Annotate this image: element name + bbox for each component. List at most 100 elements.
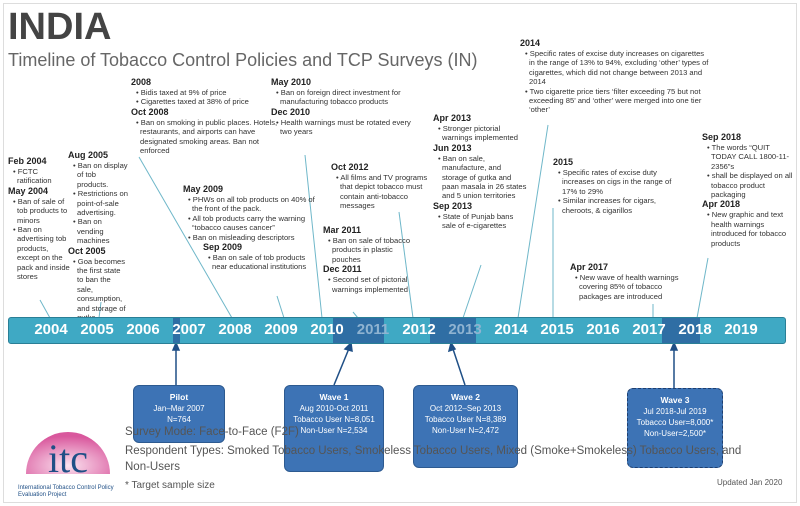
wave-detail: Non-User N=2,472 bbox=[432, 426, 499, 435]
respondent-types: Respondent Types: Smoked Tobacco Users, … bbox=[125, 445, 742, 473]
connector-line bbox=[517, 124, 549, 319]
event-date: Apr 2017 bbox=[570, 262, 609, 272]
event-date: 2008 bbox=[131, 77, 152, 87]
event-date: Apr 2018 bbox=[702, 199, 741, 210]
event-item: Stronger pictorial warnings implemented bbox=[438, 124, 528, 143]
event-item: Ban on advertising tob products, except … bbox=[13, 225, 72, 281]
event: Apr 2013Stronger pictorial warnings impl… bbox=[433, 113, 528, 143]
event-item: Ban of sale of tob products to minors bbox=[13, 197, 72, 225]
event: Apr 2018New graphic and text health warn… bbox=[702, 199, 794, 248]
event-block-2013: Apr 2013Stronger pictorial warnings impl… bbox=[433, 113, 528, 231]
event-item: Two cigarette price tiers ‘filter exceed… bbox=[525, 87, 712, 115]
event: Jun 2013Ban on sale, manufacture, and st… bbox=[433, 143, 528, 201]
event: Oct 2005Goa becomes the first state to b… bbox=[68, 246, 128, 323]
wave-detail: Jul 2018-Jul 2019 bbox=[643, 407, 707, 416]
event-item: Similar increases for cigars, cheroots, … bbox=[558, 196, 673, 215]
event-item: Ban on vending machines bbox=[73, 217, 128, 245]
wave1-box: Wave 1 Aug 2010-Oct 2011 Tobacco User N=… bbox=[284, 385, 384, 472]
event-item: Ban on sale, manufacture, and storage of… bbox=[438, 154, 528, 201]
event-date: Sep 2009 bbox=[203, 242, 243, 253]
logo-text: itc bbox=[48, 436, 88, 481]
wave-name: Pilot bbox=[169, 392, 189, 402]
wave1-arrow bbox=[333, 345, 351, 386]
event-item: Health warnings must be rotated every tw… bbox=[276, 118, 416, 137]
event-date: May 2010 bbox=[271, 77, 312, 87]
timeline-bar: 2004 2005 2006 2007 2008 2009 2010 2011 … bbox=[8, 317, 786, 344]
frame bbox=[3, 3, 797, 503]
pilot-box: Pilot Jan–Mar 2007 N=764 bbox=[133, 385, 225, 443]
event: 2015Specific rates of excise duty increa… bbox=[553, 157, 673, 215]
updated-date: Updated Jan 2020 bbox=[717, 478, 783, 487]
event-block-2004: Feb 2004FCTC ratification May 2004Ban of… bbox=[8, 156, 72, 281]
wave-detail: Non-User=2,500* bbox=[643, 429, 707, 438]
year-label: 2008 bbox=[218, 321, 252, 338]
event: Oct 2008Ban on smoking in public places.… bbox=[131, 107, 281, 156]
event-block-2017: Apr 2017New wave of health warnings cove… bbox=[570, 262, 690, 301]
year-label: 2014 bbox=[494, 321, 528, 338]
event: Sep 2013State of Punjab bans sale of e-c… bbox=[433, 201, 528, 231]
event: Dec 2011Second set of pictorial warnings… bbox=[323, 264, 413, 294]
year-label: 2012 bbox=[402, 321, 436, 338]
event: Mar 2011Ban on sale of tobacco products … bbox=[323, 225, 413, 264]
event: May 2009PHWs on all tob products on 40% … bbox=[183, 184, 318, 242]
event-date: Oct 2008 bbox=[131, 106, 169, 117]
connector-line bbox=[398, 211, 414, 319]
event-item: Ban on smoking in public places. Hotels,… bbox=[136, 118, 281, 156]
event-block-2008: 2008Bidis taxed at 9% of priceCigarettes… bbox=[131, 77, 281, 155]
event-date: Sep 2013 bbox=[433, 200, 473, 211]
event: Aug 2005Ban on display of tob products.R… bbox=[68, 150, 128, 246]
event-item: Cigarettes taxed at 38% of price bbox=[136, 97, 281, 106]
connector-line bbox=[138, 156, 233, 319]
event-item: Ban on foreign direct investment for man… bbox=[276, 88, 416, 107]
wave3-box: Wave 3 Jul 2018-Jul 2019 Tobacco User=8,… bbox=[627, 388, 723, 468]
logo-caption: International Tobacco Control Policy Eva… bbox=[18, 485, 114, 498]
connector-line bbox=[39, 299, 51, 319]
event-item: Ban on display of tob products. bbox=[73, 161, 128, 189]
event-item: All tob products carry the warning “toba… bbox=[188, 214, 318, 233]
survey-mode: Survey Mode: Face-to-Face (F2F) bbox=[125, 426, 299, 438]
year-label: 2007 bbox=[172, 321, 206, 338]
event-date: Dec 2011 bbox=[323, 264, 362, 275]
year-label: 2009 bbox=[264, 321, 298, 338]
event-block-2011: Mar 2011Ban on sale of tobacco products … bbox=[323, 225, 413, 294]
wave-detail: N=764 bbox=[167, 415, 191, 424]
wave1-period-highlight bbox=[333, 318, 384, 343]
event-date: Jun 2013 bbox=[433, 142, 472, 153]
year-label: 2011 bbox=[356, 321, 390, 338]
event: 2008Bidis taxed at 9% of priceCigarettes… bbox=[131, 77, 281, 107]
event-date: 2014 bbox=[520, 38, 541, 48]
event-item: State of Punjab bans sale of e-cigarette… bbox=[438, 212, 528, 231]
event-date: May 2004 bbox=[8, 185, 49, 196]
event-date: Aug 2005 bbox=[68, 150, 109, 160]
itc-logo: itc International Tobacco Control Policy… bbox=[18, 412, 118, 498]
year-label: 2018 bbox=[678, 321, 712, 338]
event-item: Restrictions on point-of-sale advertisin… bbox=[73, 189, 128, 217]
page-title: INDIA bbox=[8, 6, 112, 48]
year-label: 2015 bbox=[540, 321, 574, 338]
event-item: FCTC ratification bbox=[13, 167, 72, 186]
wave-detail: Tobacco User N=8,389 bbox=[424, 415, 507, 424]
wave-detail: Tobacco User=8,000* bbox=[636, 418, 714, 427]
event: Feb 2004FCTC ratification bbox=[8, 156, 72, 186]
wave-detail: Aug 2010-Oct 2011 bbox=[299, 404, 369, 413]
wave2-period-highlight bbox=[430, 318, 476, 343]
event-item: shall be displayed on all tobacco produc… bbox=[707, 171, 794, 199]
event-item: PHWs on all tob products on 40% of the f… bbox=[188, 195, 318, 214]
itc-logo-graphic: itc bbox=[26, 432, 110, 481]
event-block-2014: 2014Specific rates of excise duty increa… bbox=[520, 38, 712, 115]
connector-line bbox=[462, 264, 482, 319]
wave2-arrow bbox=[451, 345, 466, 386]
year-label: 2005 bbox=[80, 321, 114, 338]
event-date: Apr 2013 bbox=[433, 113, 472, 123]
event-item: Ban on sale of tob products near educati… bbox=[208, 253, 318, 272]
event-item: Specific rates of excise duty increases … bbox=[525, 49, 712, 87]
event-item: Second set of pictorial warnings impleme… bbox=[328, 275, 413, 294]
event-date: Oct 2012 bbox=[331, 162, 369, 172]
event-item: Goa becomes the first state to ban the s… bbox=[73, 257, 128, 323]
event-date: Oct 2005 bbox=[68, 245, 106, 256]
wave2-box: Wave 2 Oct 2012–Sep 2013 Tobacco User N=… bbox=[413, 385, 518, 468]
connector-line bbox=[696, 257, 709, 319]
event-item: New wave of health warnings covering 85%… bbox=[575, 273, 690, 301]
year-label: 2004 bbox=[34, 321, 68, 338]
